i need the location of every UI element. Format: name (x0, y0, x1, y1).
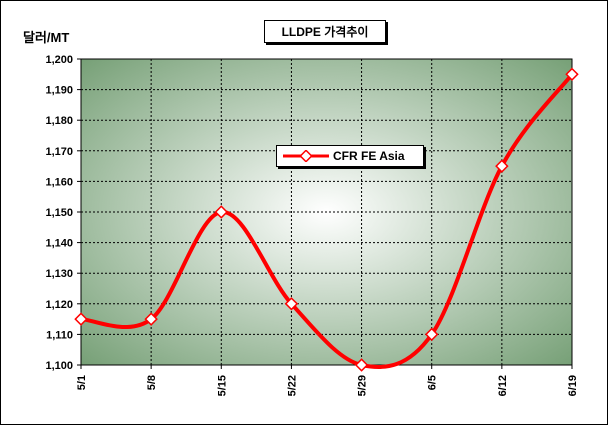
series-line-cfr-fe-asia (80, 73, 574, 369)
legend-line-icon (283, 150, 329, 162)
x-tick-label: 5/22 (286, 375, 298, 396)
x-tick-labels: 5/1 5/8 5/15 5/22 5/29 6/5 6/12 6/19 (76, 375, 579, 396)
y-tick-label: 1,120 (45, 299, 73, 311)
data-point-5-1 (74, 312, 88, 326)
y-tick-label: 1,140 (45, 238, 73, 250)
x-tick-label: 5/15 (216, 375, 228, 396)
data-point-6-19 (565, 67, 579, 82)
y-tick-label: 1,110 (46, 329, 73, 341)
y-tick-label: 1,150 (45, 207, 73, 219)
x-tick-label: 6/19 (567, 375, 579, 396)
data-point-5-15 (214, 205, 229, 219)
chart-title-text: LLDPE 가격추이 (281, 25, 369, 39)
y-tick-label: 1,200 (45, 54, 73, 66)
y-tick-labels: 1,100 1,110 1,120 1,130 1,140 1,150 1,160 1,170… (45, 54, 73, 372)
y-tick-label: 1,100 (45, 360, 73, 372)
x-tick-label: 6/5 (427, 375, 439, 390)
data-points (74, 67, 579, 372)
chart-title: LLDPE 가격추이 (264, 20, 386, 43)
data-point-6-5 (424, 327, 439, 342)
legend: CFR FE Asia (276, 145, 424, 167)
y-axis-label: 달러/MT (23, 30, 70, 45)
data-point-5-8 (144, 312, 158, 326)
data-point-5-29 (354, 358, 369, 372)
legend-entry-cfr-fe-asia: CFR FE Asia (333, 149, 405, 163)
y-tick-label: 1,190 (45, 85, 73, 97)
series-lines (80, 73, 574, 369)
x-tick-label: 5/1 (76, 375, 88, 390)
y-tick-label: 1,180 (45, 115, 73, 127)
y-tick-label: 1,170 (45, 146, 73, 158)
plot-frame (80, 58, 573, 366)
axes (77, 58, 573, 369)
y-tick-label: 1,130 (45, 268, 73, 280)
y-tick-label: 1,160 (45, 176, 73, 188)
data-point-6-12 (495, 159, 509, 173)
data-point-5-22 (284, 297, 299, 311)
x-tick-label: 5/8 (146, 375, 158, 390)
x-tick-label: 5/29 (357, 375, 369, 396)
x-tick-label: 6/12 (497, 375, 509, 396)
